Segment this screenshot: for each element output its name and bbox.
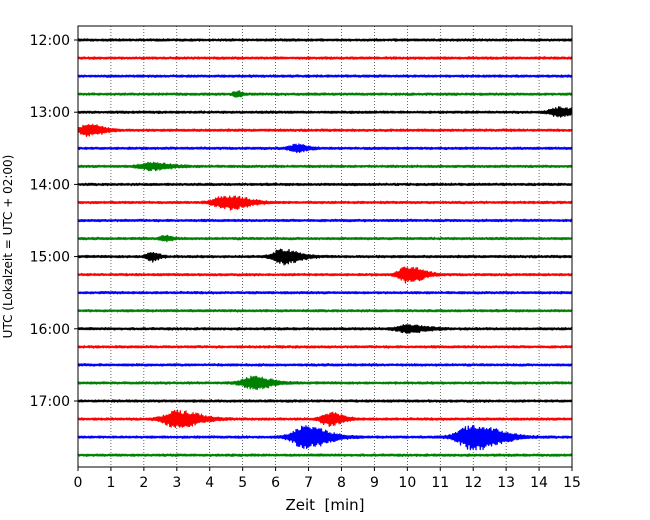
- y-axis-label: UTC (Lokalzeit = UTC + 02:00): [1, 155, 15, 339]
- y-tick-label: 12:00: [30, 33, 70, 49]
- x-axis-ticks: 0 1 2 3 4 5 6 7 8 9 10 11 12 13 14 15: [74, 467, 581, 491]
- x-tick-label: 13: [497, 475, 515, 491]
- x-tick-label: 5: [238, 475, 247, 491]
- trace-1515: [77, 266, 573, 284]
- trace-1430: [77, 218, 573, 223]
- y-tick-label: 14:00: [30, 177, 70, 193]
- trace-1315: [77, 123, 573, 137]
- y-tick-label: 13:00: [30, 105, 70, 121]
- trace-1330: [77, 143, 573, 154]
- trace-1245: [77, 90, 573, 98]
- x-tick-label: 9: [370, 475, 379, 491]
- trace-1530: [77, 290, 573, 295]
- seismic-traces: [77, 38, 573, 458]
- x-tick-label: 14: [530, 475, 548, 491]
- trace-1445: [77, 234, 573, 243]
- x-tick-label: 8: [337, 475, 346, 491]
- trace-1345: [77, 161, 573, 172]
- trace-1615: [77, 344, 573, 349]
- x-tick-label: 10: [398, 475, 416, 491]
- trace-1400: [77, 182, 573, 187]
- trace-1715: [77, 409, 573, 429]
- x-axis-label: Zeit [min]: [285, 496, 364, 514]
- trace-1630: [77, 363, 573, 367]
- x-tick-label: 1: [106, 475, 115, 491]
- y-axis-ticks: 12:00 13:00 14:00 15:00 16:00 17:00: [30, 33, 78, 410]
- x-tick-label: 4: [205, 475, 214, 491]
- x-tick-label: 0: [74, 475, 83, 491]
- x-tick-label: 7: [304, 475, 313, 491]
- trace-1300: [77, 106, 573, 118]
- trace-1745: [77, 453, 573, 458]
- x-tick-label: 15: [563, 475, 581, 491]
- x-tick-label: 2: [139, 475, 148, 491]
- x-tick-label: 3: [172, 475, 181, 491]
- y-tick-label: 16:00: [30, 322, 70, 338]
- plot-frame: [77, 25, 573, 468]
- x-tick-label: 12: [464, 475, 482, 491]
- x-tick-label: 6: [271, 475, 280, 491]
- trace-1600: [77, 324, 573, 335]
- trace-1215: [77, 56, 573, 60]
- trace-1415: [77, 195, 573, 211]
- trace-1200: [77, 38, 573, 42]
- trace-1500: [77, 248, 573, 266]
- y-tick-label: 15:00: [30, 250, 70, 266]
- trace-1545: [77, 308, 573, 313]
- x-tick-label: 11: [431, 475, 449, 491]
- trace-1700: [77, 399, 573, 403]
- trace-1645: [77, 375, 573, 391]
- trace-1730: [77, 425, 573, 451]
- y-tick-label: 17:00: [30, 394, 70, 410]
- trace-1230: [77, 74, 573, 78]
